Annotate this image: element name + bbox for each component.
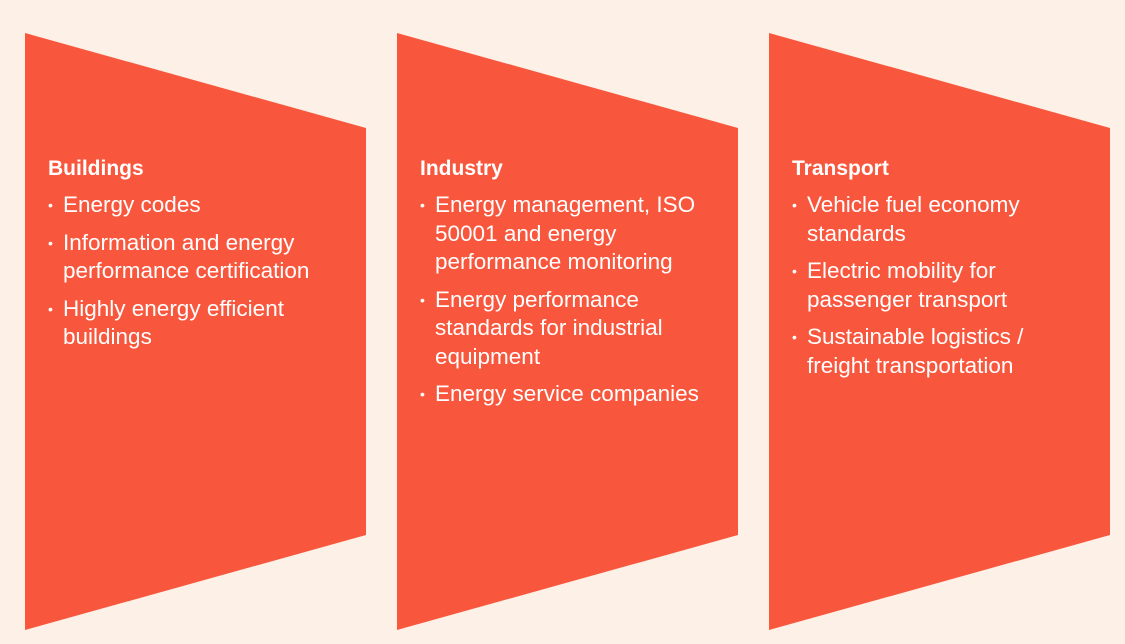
- item-list: Energy management, ISO 50001 and energy …: [420, 191, 720, 409]
- item: Sustainable logistics / freight transpor…: [792, 323, 1077, 380]
- panel: Buildings Energy codes Information and ene…: [25, 33, 366, 630]
- item-list: Vehicle fuel economy standards Electric m…: [792, 191, 1092, 380]
- item: Information and energy performance certi…: [48, 229, 333, 286]
- panel-title: Transport: [792, 157, 889, 180]
- panel-title: Buildings: [48, 157, 144, 180]
- item: Energy service companies: [420, 380, 705, 409]
- item: Energy codes: [48, 191, 333, 220]
- panel: Transport Vehicle fuel economy standards E…: [769, 33, 1110, 630]
- item: Energy management, ISO 50001 and energy …: [420, 191, 705, 277]
- panel-title: Industry: [420, 157, 503, 180]
- item: Electric mobility for passenger transpor…: [792, 257, 1077, 314]
- panel-content: Transport Vehicle fuel economy standards E…: [792, 157, 1092, 389]
- item: Vehicle fuel economy standards: [792, 191, 1077, 248]
- panel-content: Buildings Energy codes Information and ene…: [48, 157, 348, 361]
- item-list: Energy codes Information and energy perfo…: [48, 191, 348, 352]
- panel-content: Industry Energy management, ISO 50001 and…: [420, 157, 720, 418]
- panel: Industry Energy management, ISO 50001 and…: [397, 33, 738, 630]
- item: Highly energy efficient buildings: [48, 295, 333, 352]
- item: Energy performance standards for industr…: [420, 286, 705, 372]
